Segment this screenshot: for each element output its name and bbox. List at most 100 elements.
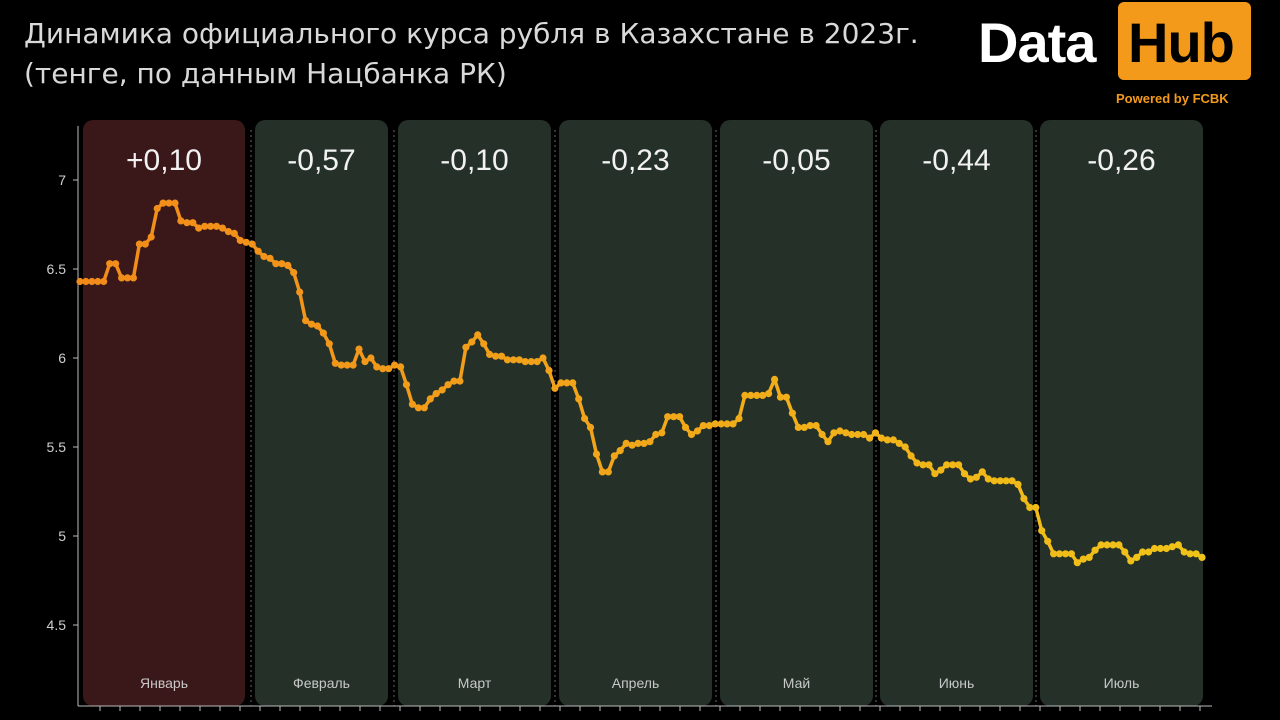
data-point [284, 261, 292, 269]
data-point [1198, 553, 1206, 562]
logo-word-data: Data [978, 11, 1096, 74]
month-change-label: +0,10 [126, 144, 202, 177]
month-panels: +0,10 Январь -0,57 Февраль -0,10 Март -0,23 Апр… [83, 120, 1203, 706]
data-point [753, 391, 761, 399]
month-label: Март [458, 675, 492, 691]
data-point [693, 427, 702, 435]
data-point [877, 434, 886, 442]
data-point [509, 356, 517, 364]
data-point [1145, 548, 1153, 556]
data-point [539, 354, 547, 362]
data-point [812, 422, 820, 430]
data-point [1002, 477, 1010, 485]
data-point [943, 461, 951, 469]
data-point [1109, 541, 1117, 549]
data-point [551, 384, 559, 392]
data-point [313, 322, 322, 330]
data-point [1168, 543, 1176, 551]
data-point [201, 222, 209, 230]
data-point [367, 354, 375, 362]
data-point [129, 274, 137, 282]
data-point [972, 473, 981, 481]
data-point [557, 379, 565, 387]
data-point [1150, 544, 1159, 553]
data-point [183, 219, 191, 227]
data-point [450, 377, 458, 385]
data-point [474, 331, 482, 339]
data-point [147, 233, 155, 241]
month-panel [1040, 120, 1203, 706]
data-point [717, 420, 725, 428]
data-point [331, 359, 339, 367]
data-point [984, 475, 992, 483]
data-point [278, 260, 286, 268]
data-point [171, 199, 179, 207]
data-point [1026, 503, 1034, 512]
data-point [521, 358, 529, 366]
logo-accent-box [1118, 2, 1251, 80]
data-point [895, 439, 903, 447]
data-point [996, 477, 1004, 485]
y-tick-label: 4.5 [47, 617, 67, 633]
data-point [420, 404, 428, 412]
month-label: Июнь [939, 675, 975, 691]
data-point [486, 350, 494, 358]
data-point [705, 422, 713, 430]
data-point [1186, 550, 1194, 558]
data-point [242, 238, 250, 246]
data-point [949, 461, 957, 469]
month-panel [398, 120, 551, 706]
month-change-label: -0,23 [601, 144, 669, 177]
data-point [1180, 548, 1188, 556]
data-point [159, 199, 167, 207]
data-point [598, 468, 607, 476]
data-point [497, 352, 506, 360]
month-label: Январь [140, 675, 188, 691]
data-point [581, 414, 589, 423]
data-point [765, 390, 773, 398]
data-point [610, 452, 618, 460]
data-point [871, 429, 880, 437]
logo-word-hub: Hub [1128, 11, 1235, 74]
data-point [747, 391, 755, 399]
data-point [759, 391, 767, 399]
month-panel [559, 120, 712, 706]
data-point [468, 338, 476, 346]
data-point [260, 252, 268, 261]
data-point [592, 450, 601, 458]
data-point [1067, 550, 1075, 558]
data-point [658, 429, 666, 437]
month-panel [255, 120, 388, 706]
data-point [622, 439, 630, 447]
month-change-label: -0,44 [922, 144, 990, 177]
data-point [266, 254, 274, 262]
data-point [296, 288, 304, 296]
data-point [771, 375, 779, 383]
data-point [634, 439, 642, 447]
data-point [794, 423, 802, 431]
data-point [438, 386, 446, 394]
data-point [848, 430, 856, 439]
data-point [112, 260, 120, 268]
month-change-label: -0,57 [287, 144, 355, 177]
data-point [307, 320, 316, 328]
chart-title: Динамика официального курса рубля в Каза… [24, 14, 919, 94]
data-point [604, 468, 612, 476]
data-point [907, 452, 915, 460]
data-point [937, 466, 945, 474]
data-point [141, 240, 149, 248]
data-point [681, 423, 690, 431]
data-point [355, 345, 363, 353]
data-point [1055, 550, 1064, 558]
data-point [533, 358, 541, 366]
month-change-label: -0,26 [1087, 144, 1155, 177]
data-point [118, 274, 126, 282]
data-point [800, 423, 808, 431]
data-point [1038, 527, 1046, 535]
data-point [391, 361, 399, 369]
data-point [1156, 544, 1164, 553]
data-point [919, 461, 927, 469]
data-point [913, 459, 921, 467]
data-point [652, 430, 660, 439]
data-point [545, 366, 553, 375]
